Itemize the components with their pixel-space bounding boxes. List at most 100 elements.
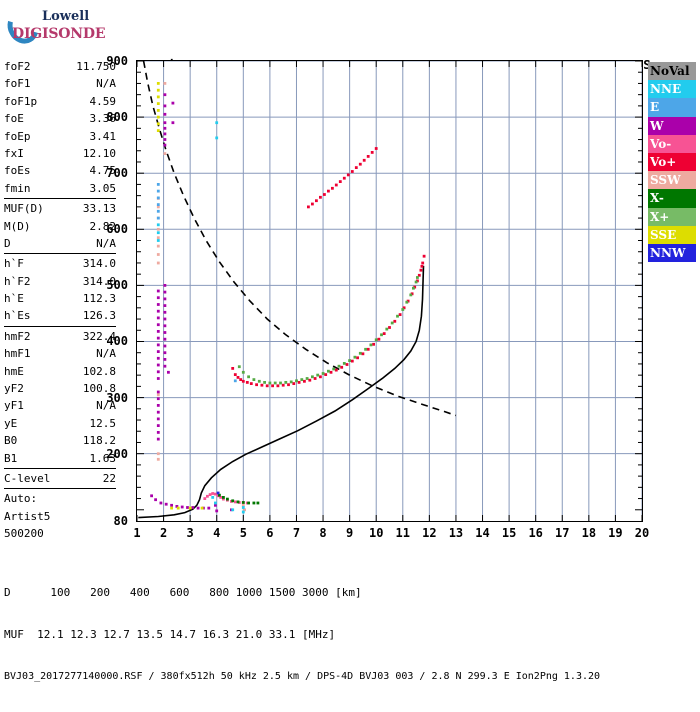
data-point — [260, 383, 264, 387]
legend-item-x[interactable]: X- — [648, 189, 696, 208]
x-axis-tick-label: 1 — [133, 526, 141, 540]
param-key: foEp — [4, 129, 31, 143]
param-row-hme: hmE 102.8 — [4, 363, 116, 380]
data-point — [163, 337, 167, 341]
data-point — [319, 195, 322, 199]
legend-item-e[interactable]: E — [648, 98, 696, 117]
data-point — [421, 261, 425, 265]
data-point — [263, 381, 266, 384]
data-point — [164, 502, 168, 506]
data-point — [159, 501, 163, 505]
data-point — [402, 306, 406, 310]
data-point — [156, 253, 160, 256]
data-point — [281, 383, 285, 387]
data-point — [188, 506, 192, 510]
y-axis-tick-label: 400 — [106, 334, 128, 349]
param-row-hmf2: hmF2 322.4 — [4, 328, 116, 345]
param-value: N/A — [96, 77, 116, 91]
data-point — [156, 356, 160, 360]
param-row-d: D N/A — [4, 235, 116, 252]
param-key: yF1 — [4, 399, 24, 413]
auto-label: Auto: — [4, 492, 38, 506]
param-value: 3.36 — [89, 112, 117, 126]
data-point — [241, 510, 245, 514]
data-point — [305, 377, 309, 380]
data-point — [374, 338, 378, 342]
param-key: yF2 — [4, 382, 24, 396]
param-key: hmE — [4, 364, 24, 378]
legend-item-nne[interactable]: NNE — [648, 80, 696, 99]
data-point — [396, 314, 399, 318]
data-point — [255, 383, 258, 387]
data-point — [231, 367, 235, 370]
data-point — [249, 382, 253, 385]
param-value: 3.41 — [89, 129, 117, 143]
data-point — [163, 310, 167, 314]
series-nne-echoes — [156, 121, 245, 514]
legend-item-ssw[interactable]: SSW — [648, 171, 696, 190]
data-point — [167, 370, 170, 374]
data-point — [241, 379, 245, 383]
data-point — [366, 347, 370, 351]
data-point — [342, 176, 346, 180]
data-point — [156, 393, 160, 397]
bottom-status-block: D 100 200 400 600 800 1000 1500 3000 [km… — [4, 558, 600, 712]
data-point — [356, 356, 359, 360]
series-noise-interference-w- — [150, 93, 233, 513]
data-point — [236, 376, 240, 379]
data-point — [214, 492, 217, 496]
param-key: MUF(D) — [4, 202, 44, 216]
legend-item-sse[interactable]: SSE — [648, 225, 696, 244]
data-point — [163, 93, 167, 97]
data-point — [350, 170, 354, 173]
data-point — [414, 280, 418, 284]
param-value: N/A — [96, 236, 116, 250]
data-point — [163, 290, 167, 294]
data-point — [156, 203, 160, 206]
data-point — [170, 503, 173, 507]
legend-item-vo[interactable]: Vo+ — [648, 152, 696, 172]
data-point — [256, 501, 260, 505]
data-point — [380, 333, 383, 337]
ionogram-plot[interactable] — [136, 60, 643, 522]
data-point — [233, 500, 237, 504]
data-point — [156, 129, 160, 132]
x-axis-tick-label: 14 — [475, 526, 490, 540]
data-point — [241, 370, 245, 374]
param-separator — [4, 467, 116, 469]
param-separator — [4, 253, 116, 255]
data-point — [324, 373, 328, 376]
data-point — [332, 367, 336, 371]
x-axis-tick-label: 12 — [422, 526, 437, 540]
data-point — [284, 381, 288, 384]
data-point — [156, 82, 160, 85]
param-key: foE — [4, 112, 24, 126]
param-row-yf1: yF1 N/A — [4, 397, 116, 414]
data-point — [222, 497, 225, 501]
param-value: N/A — [96, 399, 116, 413]
data-point — [257, 379, 261, 383]
logo-digisonde-text: DIGISONDE — [12, 26, 106, 42]
data-point — [156, 309, 160, 313]
param-row-fmin: fmin 3.05 — [4, 180, 116, 197]
data-point — [211, 496, 215, 499]
param-value: 112.3 — [82, 292, 116, 306]
data-point — [279, 381, 282, 385]
legend-item-x[interactable]: X+ — [648, 207, 696, 226]
param-value: 4.75 — [89, 164, 117, 178]
param-key: h`F2 — [4, 274, 31, 288]
data-point — [377, 337, 381, 341]
data-point — [163, 121, 167, 125]
legend-item-noval[interactable]: NoVal — [648, 62, 696, 81]
legend-item-w[interactable]: W — [648, 116, 696, 135]
legend-item-nnw[interactable]: NNW — [648, 243, 696, 263]
data-point — [243, 508, 246, 512]
data-point — [327, 369, 330, 373]
param-value: 33.13 — [82, 202, 116, 216]
data-point — [300, 378, 304, 381]
ionospheric-parameters-panel: foF2 11.750 foF1 N/A foF1p 4.59 foE 3.36 foEp 3.4… — [4, 58, 116, 543]
data-point — [207, 506, 211, 510]
data-point — [231, 499, 235, 503]
legend-item-vo[interactable]: Vo- — [648, 134, 696, 153]
data-point — [163, 152, 167, 155]
